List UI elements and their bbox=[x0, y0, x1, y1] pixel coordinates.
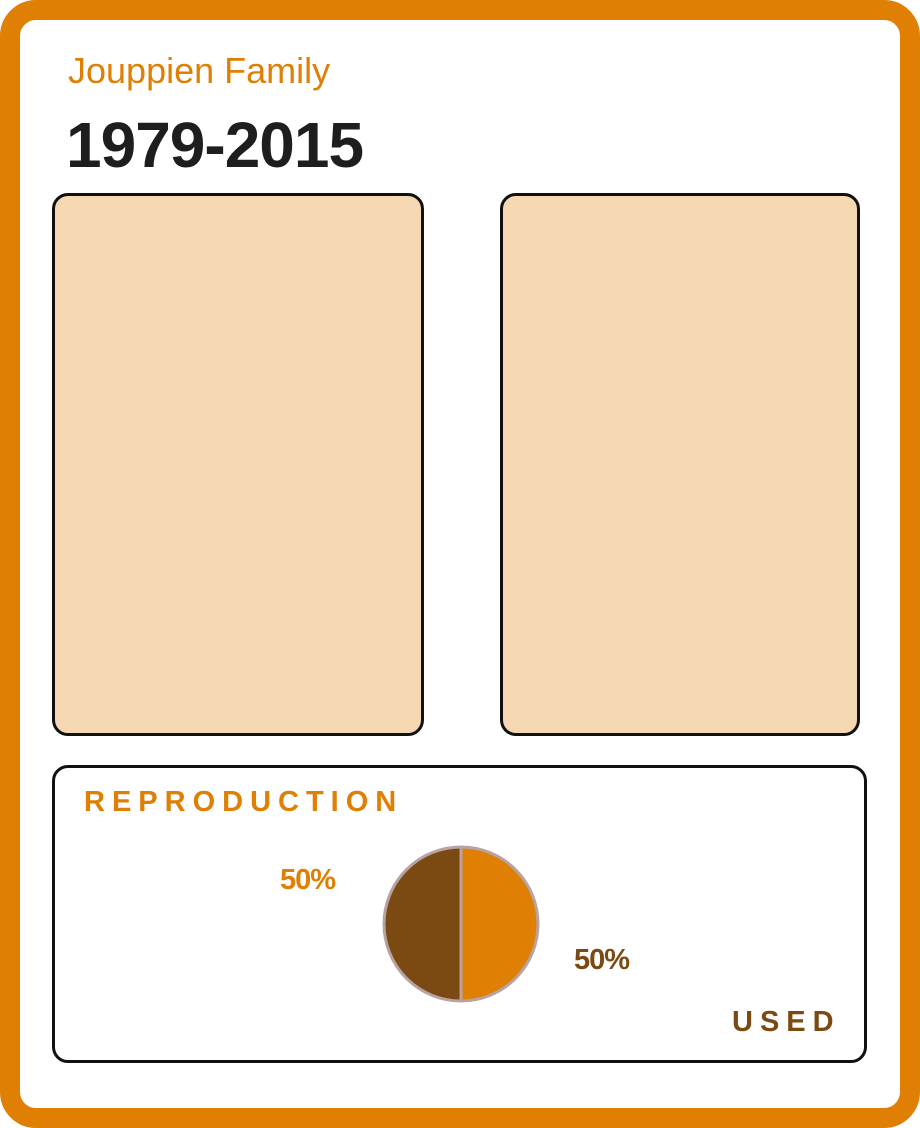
pie-slice-used bbox=[382, 845, 463, 1003]
year-range-title: 1979-2015 bbox=[66, 109, 364, 181]
pie-chart bbox=[382, 845, 540, 1003]
pie-slice-reproduction bbox=[459, 845, 540, 1003]
pie-label-reproduction: 50% bbox=[280, 864, 336, 896]
family-name: Jouppien Family bbox=[68, 50, 331, 91]
image-panel-left bbox=[52, 193, 424, 736]
category-label-used: USED bbox=[732, 1006, 841, 1038]
category-label-reproduction: REPRODUCTION bbox=[84, 786, 404, 818]
pie-label-used: 50% bbox=[574, 944, 630, 976]
image-panel-right bbox=[500, 193, 860, 736]
